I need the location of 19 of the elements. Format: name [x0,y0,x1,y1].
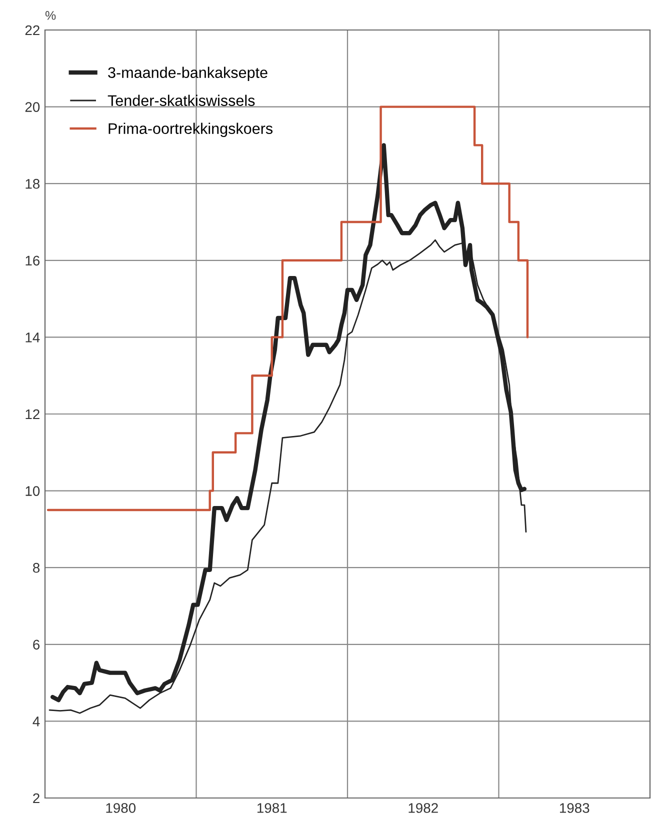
y-tick-label: 18 [26,178,40,189]
y-axis-title: % [45,11,56,20]
y-tick-label: 4 [32,716,40,726]
legend-label: Tender-skatkiswissels [108,94,255,106]
legend-label: 3-maande-bankaksepte [108,66,268,82]
y-tick-label: 2 [33,793,40,804]
legend-label: Prima-oortrekkingskoers [108,122,273,138]
x-tick-label: 1982 [408,803,438,813]
y-tick-label: 12 [26,409,40,420]
y-tick-label: 20 [25,102,40,112]
y-tick-label: 14 [26,332,40,342]
x-tick-label: 1983 [560,803,590,813]
y-tick-label: 6 [33,640,40,650]
y-tick-label: 10 [26,486,40,496]
y-tick-label: 8 [33,562,40,573]
y-tick-label: 22 [25,25,40,36]
y-tick-label: 16 [26,256,40,266]
x-tick-label: 1981 [257,803,287,813]
x-tick-label: 1980 [106,803,136,813]
